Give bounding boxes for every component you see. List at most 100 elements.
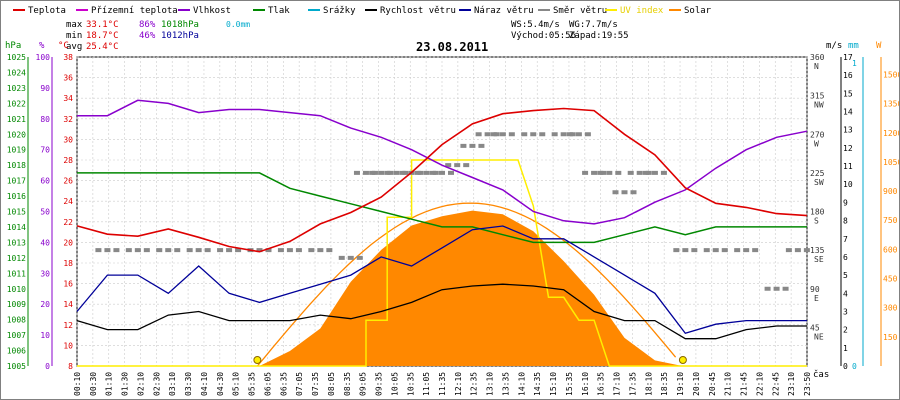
time-tick-label: 08:35: [343, 372, 352, 396]
legend-label: Přízemní teplota: [91, 6, 178, 16]
solar-tick-label: 750: [883, 216, 898, 225]
time-tick-label: 01:30: [121, 372, 130, 396]
solar-tick-label: 450: [883, 275, 898, 284]
temp-tick-label: 26: [63, 177, 73, 186]
plot-series: [76, 99, 810, 367]
legend-label: Solar: [684, 6, 712, 16]
wind-tick-label: 12: [843, 144, 853, 153]
press-tick-label: 1016: [7, 192, 26, 201]
wind-tick-label: 13: [843, 126, 853, 135]
time-tick-label: 13:10: [486, 372, 495, 396]
press-tick-label: 1007: [7, 331, 26, 340]
legend-label: Teplota: [28, 6, 66, 16]
temp-tick-label: 18: [63, 259, 73, 268]
wind-tick-label: 8: [843, 217, 848, 226]
solar-tick-label: 1200: [883, 129, 899, 138]
right-axes: 01234567891011121314151617360N315NW270W2…: [810, 53, 899, 371]
time-tick-label: 09:05: [359, 372, 368, 396]
wind-gust-line: [76, 225, 807, 335]
time-tick-label: 14:10: [517, 372, 526, 396]
stat-min-temp: 18.7°C: [86, 31, 119, 41]
wind-summary: WS:5.4m/s WG:7.7m/s Východ:05:56 Západ:1…: [511, 20, 629, 41]
dir-tick-label: 180: [810, 208, 825, 217]
hum-tick-label: 10: [40, 331, 50, 340]
time-tick-label: 00:30: [89, 372, 98, 396]
wind-tick-label: 6: [843, 253, 848, 262]
legend-label: Rychlost větru: [380, 6, 456, 16]
time-tick-label: 02:30: [152, 372, 161, 396]
solar-unit: W: [876, 41, 882, 51]
temp-unit: °C: [58, 41, 69, 51]
legend-label: Náraz větru: [474, 6, 534, 16]
dir-tick-label: 90: [810, 285, 820, 294]
press-tick-label: 1005: [7, 362, 26, 371]
solar-tick-label: 600: [883, 245, 898, 254]
press-tick-label: 1025: [7, 53, 26, 62]
pressure-line: [77, 172, 807, 244]
sun-path-curve: [256, 202, 677, 367]
time-unit: čas: [813, 369, 829, 380]
wind-unit: m/s: [826, 41, 842, 51]
press-tick-label: 1024: [7, 68, 26, 77]
temp-tick-label: 16: [63, 280, 73, 289]
wind-tick-label: 14: [843, 108, 853, 117]
time-tick-label: 17:35: [628, 372, 637, 396]
dir-letter-label: N: [814, 62, 819, 71]
time-tick-label: 23:10: [787, 372, 796, 396]
press-tick-label: 1008: [7, 316, 26, 325]
time-tick-label: 17:10: [613, 372, 622, 396]
hum-tick-label: 70: [40, 146, 50, 155]
time-tick-label: 16:35: [597, 372, 606, 396]
dir-tick-label: 225: [810, 169, 825, 178]
hum-tick-label: 80: [40, 115, 50, 124]
uv-index-line: [77, 159, 807, 367]
time-tick-label: 07:35: [311, 372, 320, 396]
time-tick-label: 05:10: [232, 372, 241, 396]
wind-tick-label: 4: [843, 289, 848, 298]
solar-tick-label: 300: [883, 304, 898, 313]
time-tick-label: 06:35: [279, 372, 288, 396]
temperature-line: [76, 107, 808, 253]
press-tick-label: 1015: [7, 208, 26, 217]
time-tick-label: 11:05: [422, 372, 431, 396]
hum-tick-label: 40: [40, 238, 50, 247]
press-tick-label: 1010: [7, 285, 26, 294]
press-tick-label: 1006: [7, 347, 26, 356]
time-tick-label: 12:35: [470, 372, 479, 396]
hum-tick-label: 100: [36, 53, 51, 62]
stat-max-rain: 0.0mm: [226, 20, 250, 29]
time-tick-label: 09:35: [375, 372, 384, 396]
legend-label: Srážky: [323, 6, 356, 16]
stat-min-press: 1012hPa: [161, 31, 199, 41]
dir-letter-label: NE: [814, 332, 824, 341]
time-tick-label: 18:35: [660, 372, 669, 396]
solar-tick-label: 1350: [883, 100, 899, 109]
wind-tick-label: 11: [843, 162, 853, 171]
solar-tick-label: 1050: [883, 158, 899, 167]
stat-max-hum: 86%: [139, 20, 156, 30]
press-tick-label: 1021: [7, 115, 26, 124]
time-tick-label: 16:10: [581, 372, 590, 396]
dir-tick-label: 270: [810, 130, 825, 139]
press-unit: hPa: [5, 41, 21, 51]
time-tick-label: 12:10: [454, 372, 463, 396]
time-tick-label: 10:05: [390, 372, 399, 396]
temp-tick-label: 30: [63, 135, 73, 144]
stat-min-label: min: [66, 31, 82, 41]
time-tick-label: 05:35: [248, 372, 257, 396]
temp-tick-label: 10: [63, 341, 73, 350]
time-tick-label: 04:10: [200, 372, 209, 396]
rain-unit: mm: [848, 41, 859, 51]
press-tick-label: 1020: [7, 130, 26, 139]
legend-label: UV index: [620, 6, 664, 16]
time-tick-label: 11:35: [438, 372, 447, 396]
time-tick-label: 18:10: [644, 372, 653, 396]
time-tick-label: 07:05: [295, 372, 304, 396]
hum-tick-label: 30: [40, 269, 50, 278]
sunset-marker: [678, 356, 687, 364]
press-tick-label: 1022: [7, 99, 26, 108]
wind-tick-label: 15: [843, 89, 853, 98]
